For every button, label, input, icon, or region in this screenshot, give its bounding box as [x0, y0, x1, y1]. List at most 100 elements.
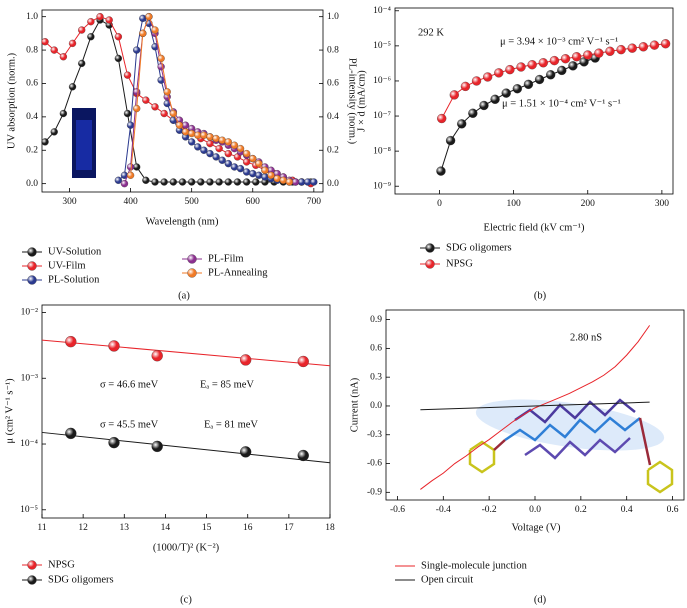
data-point	[188, 178, 196, 186]
data-point	[310, 178, 318, 186]
annotation: 2.80 nS	[570, 332, 602, 343]
data-point	[160, 109, 168, 118]
data-point	[240, 354, 252, 366]
data-point	[194, 143, 202, 151]
legend-swatch	[425, 243, 435, 253]
legend-swatch	[425, 259, 435, 269]
data-point	[240, 446, 252, 458]
data-point	[242, 168, 251, 176]
y-tick-label: 10⁻³	[21, 373, 39, 383]
legend-label: UV-Film	[48, 260, 86, 271]
data-point	[41, 138, 49, 146]
y-tick-label: 10⁻⁸	[373, 146, 391, 156]
x-tick-label: 13	[120, 523, 130, 533]
data-point	[560, 54, 571, 64]
data-point	[50, 46, 58, 54]
annotation: Eₐ = 81 meV	[204, 419, 258, 430]
data-point	[457, 119, 467, 129]
data-point	[534, 74, 545, 85]
data-point	[505, 64, 515, 75]
data-point	[123, 71, 132, 79]
x-tick-label: 12	[78, 523, 88, 533]
data-point	[133, 46, 141, 54]
data-point	[59, 53, 68, 61]
data-point	[249, 154, 257, 163]
data-point	[516, 62, 526, 72]
data-point	[297, 355, 309, 368]
x-tick-label: 400	[123, 197, 138, 207]
legend-swatch	[27, 275, 37, 285]
data-point	[605, 46, 615, 56]
legend-swatch	[187, 268, 197, 278]
data-point	[449, 90, 459, 100]
data-point	[460, 81, 471, 92]
data-point	[114, 176, 123, 184]
data-point	[68, 83, 77, 91]
data-point	[169, 178, 177, 186]
data-point	[212, 134, 220, 143]
panel-label: (d)	[534, 594, 547, 605]
data-point	[151, 178, 159, 186]
y-tick-label: 10⁻⁵	[373, 41, 391, 51]
y-axis-label: J × d (mA/cm)	[356, 70, 367, 132]
y-tick-label: 10⁻²	[21, 308, 39, 318]
data-point	[178, 178, 187, 186]
x-tick-label: 100	[506, 199, 521, 209]
data-point	[583, 50, 593, 60]
y-tick-label: -0.9	[367, 488, 382, 498]
data-point	[224, 178, 232, 186]
data-point	[437, 113, 447, 124]
data-point	[145, 13, 153, 21]
y-tick-label: 0.3	[370, 372, 382, 382]
y-tick-label: 10⁻⁵	[20, 505, 38, 515]
data-point	[68, 39, 77, 48]
x-axis-label: Wavelength (nm)	[146, 216, 219, 227]
data-point	[279, 176, 287, 184]
data-point	[151, 26, 159, 34]
vial-glow	[76, 120, 92, 170]
y-tick-label: 0.8	[26, 45, 38, 55]
data-point	[627, 43, 637, 53]
data-point	[96, 13, 104, 21]
x-tick-label: 700	[307, 197, 322, 207]
series-line	[124, 15, 296, 184]
y-tick-label: 10⁻⁶	[373, 76, 391, 86]
data-point	[616, 45, 626, 55]
data-point	[468, 108, 478, 118]
data-point	[261, 166, 269, 174]
legend-label: Open circuit	[421, 574, 473, 585]
data-point	[512, 84, 522, 94]
y2-tick-label: 0.6	[327, 79, 339, 89]
data-point	[224, 138, 232, 146]
data-point	[105, 16, 113, 24]
data-point	[546, 70, 556, 80]
vial-inset	[72, 108, 96, 178]
data-point	[175, 121, 184, 129]
x-axis-label: (1000/T)² (K⁻²)	[153, 542, 220, 553]
data-point	[133, 104, 141, 113]
data-point	[65, 427, 77, 440]
data-point	[233, 178, 242, 186]
data-point	[142, 96, 150, 104]
x-tick-label: 18	[325, 523, 335, 533]
y2-tick-label: 1.0	[327, 12, 339, 22]
data-point	[304, 178, 312, 186]
legend-label: UV-Solution	[48, 246, 102, 257]
annotation: μ = 1.51 × 10⁻⁴ cm² V⁻¹ s⁻¹	[502, 98, 621, 109]
data-point	[157, 54, 165, 63]
annotation: σ = 46.6 meV	[100, 379, 159, 390]
x-tick-label: 17	[284, 523, 294, 533]
fit-line	[41, 431, 331, 464]
panel-label: (a)	[178, 290, 190, 301]
plot-frame	[41, 304, 331, 519]
fit-line	[41, 339, 331, 367]
data-point	[249, 169, 257, 178]
x-tick-label: 0.6	[667, 505, 679, 515]
data-point	[471, 76, 482, 86]
y-tick-label: 0.9	[370, 315, 382, 325]
legend-swatch	[27, 560, 37, 570]
data-point	[242, 178, 251, 186]
data-point	[126, 171, 135, 179]
data-point	[114, 33, 123, 41]
y-tick-label: 0.4	[26, 112, 38, 122]
